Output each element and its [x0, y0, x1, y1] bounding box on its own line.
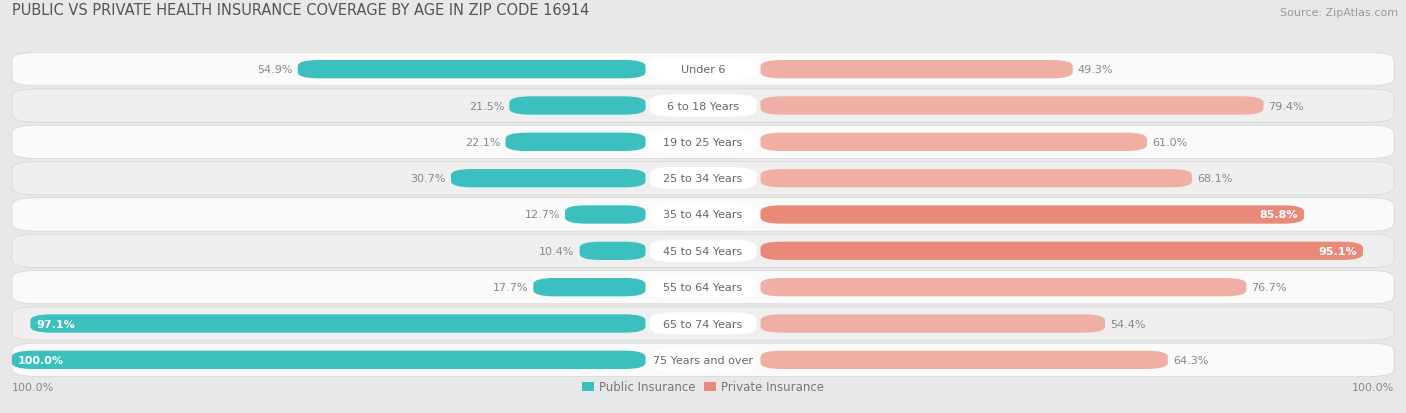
- FancyBboxPatch shape: [451, 170, 645, 188]
- Text: 10.4%: 10.4%: [540, 246, 575, 256]
- Text: 22.1%: 22.1%: [465, 138, 501, 147]
- FancyBboxPatch shape: [506, 133, 645, 152]
- FancyBboxPatch shape: [298, 61, 645, 79]
- Text: 54.9%: 54.9%: [257, 65, 292, 75]
- FancyBboxPatch shape: [13, 235, 1393, 268]
- FancyBboxPatch shape: [761, 278, 1246, 297]
- Text: 76.7%: 76.7%: [1251, 282, 1286, 292]
- FancyBboxPatch shape: [761, 315, 1105, 333]
- FancyBboxPatch shape: [13, 126, 1393, 159]
- Text: 55 to 64 Years: 55 to 64 Years: [664, 282, 742, 292]
- Text: 85.8%: 85.8%: [1260, 210, 1298, 220]
- FancyBboxPatch shape: [761, 242, 1362, 260]
- FancyBboxPatch shape: [650, 131, 756, 154]
- Text: 17.7%: 17.7%: [494, 282, 529, 292]
- FancyBboxPatch shape: [650, 313, 756, 335]
- FancyBboxPatch shape: [650, 204, 756, 226]
- FancyBboxPatch shape: [13, 343, 1393, 377]
- FancyBboxPatch shape: [13, 198, 1393, 232]
- Text: 25 to 34 Years: 25 to 34 Years: [664, 174, 742, 184]
- FancyBboxPatch shape: [13, 351, 645, 369]
- FancyBboxPatch shape: [13, 90, 1393, 123]
- Text: 95.1%: 95.1%: [1319, 246, 1357, 256]
- Text: 79.4%: 79.4%: [1268, 101, 1305, 111]
- FancyBboxPatch shape: [650, 95, 756, 117]
- FancyBboxPatch shape: [13, 53, 1393, 87]
- FancyBboxPatch shape: [13, 271, 1393, 304]
- Text: 35 to 44 Years: 35 to 44 Years: [664, 210, 742, 220]
- FancyBboxPatch shape: [579, 242, 645, 260]
- Text: 6 to 18 Years: 6 to 18 Years: [666, 101, 740, 111]
- FancyBboxPatch shape: [761, 133, 1147, 152]
- FancyBboxPatch shape: [761, 97, 1264, 115]
- FancyBboxPatch shape: [650, 276, 756, 299]
- Text: Source: ZipAtlas.com: Source: ZipAtlas.com: [1279, 8, 1398, 18]
- Text: 30.7%: 30.7%: [411, 174, 446, 184]
- Text: 97.1%: 97.1%: [37, 319, 75, 329]
- FancyBboxPatch shape: [761, 61, 1073, 79]
- Text: 49.3%: 49.3%: [1078, 65, 1114, 75]
- FancyBboxPatch shape: [509, 97, 645, 115]
- Text: 68.1%: 68.1%: [1197, 174, 1232, 184]
- Text: PUBLIC VS PRIVATE HEALTH INSURANCE COVERAGE BY AGE IN ZIP CODE 16914: PUBLIC VS PRIVATE HEALTH INSURANCE COVER…: [13, 3, 589, 18]
- Text: 19 to 25 Years: 19 to 25 Years: [664, 138, 742, 147]
- FancyBboxPatch shape: [650, 59, 756, 81]
- Text: 100.0%: 100.0%: [13, 382, 55, 392]
- Text: 21.5%: 21.5%: [470, 101, 505, 111]
- Legend: Public Insurance, Private Insurance: Public Insurance, Private Insurance: [582, 380, 824, 393]
- FancyBboxPatch shape: [650, 168, 756, 190]
- FancyBboxPatch shape: [650, 349, 756, 371]
- FancyBboxPatch shape: [761, 206, 1303, 224]
- Text: 61.0%: 61.0%: [1152, 138, 1187, 147]
- FancyBboxPatch shape: [761, 351, 1168, 369]
- Text: 12.7%: 12.7%: [524, 210, 560, 220]
- FancyBboxPatch shape: [565, 206, 645, 224]
- Text: 64.3%: 64.3%: [1173, 355, 1208, 365]
- Text: 100.0%: 100.0%: [18, 355, 65, 365]
- Text: 45 to 54 Years: 45 to 54 Years: [664, 246, 742, 256]
- FancyBboxPatch shape: [533, 278, 645, 297]
- FancyBboxPatch shape: [761, 170, 1192, 188]
- FancyBboxPatch shape: [650, 240, 756, 262]
- FancyBboxPatch shape: [13, 307, 1393, 340]
- Text: 65 to 74 Years: 65 to 74 Years: [664, 319, 742, 329]
- Text: 100.0%: 100.0%: [1351, 382, 1393, 392]
- Text: 75 Years and over: 75 Years and over: [652, 355, 754, 365]
- Text: Under 6: Under 6: [681, 65, 725, 75]
- FancyBboxPatch shape: [31, 315, 645, 333]
- FancyBboxPatch shape: [13, 162, 1393, 195]
- Text: 54.4%: 54.4%: [1111, 319, 1146, 329]
